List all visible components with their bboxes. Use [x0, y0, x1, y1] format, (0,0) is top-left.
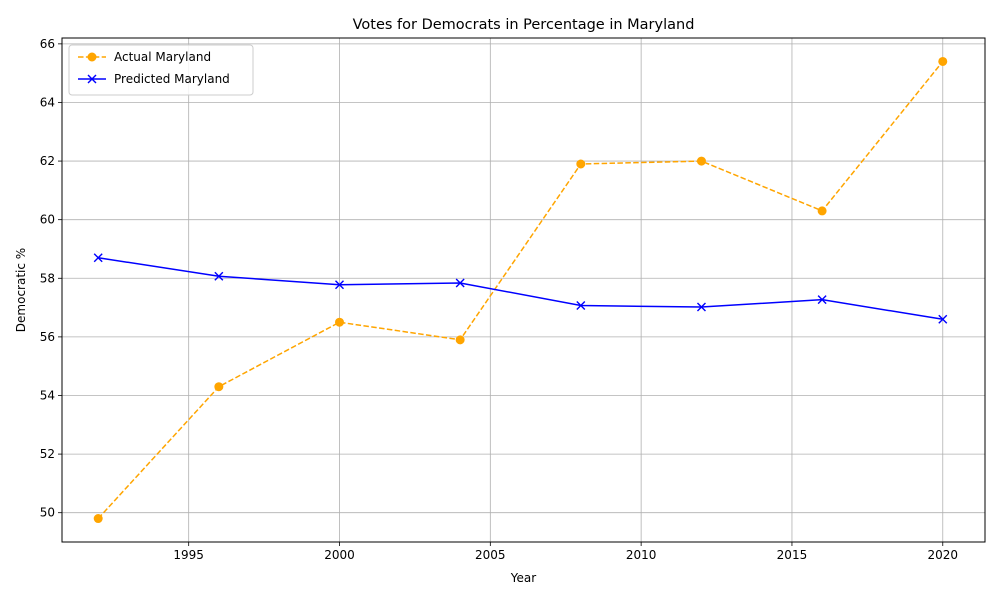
series-layer [93, 56, 948, 524]
y-tick-label: 58 [40, 271, 55, 285]
series-predicted-maryland [93, 253, 948, 324]
y-tick-label: 60 [40, 213, 55, 227]
x-tick-label: 2010 [626, 548, 657, 562]
x-tick-label: 2000 [324, 548, 355, 562]
data-point-predicted-maryland [696, 302, 706, 312]
marker-stroke [93, 253, 103, 263]
series-line-predicted-maryland [98, 257, 943, 321]
data-point-predicted-maryland [335, 280, 344, 290]
data-point-actual-maryland [214, 382, 224, 392]
legend-marker [87, 74, 97, 84]
legend: Actual Maryland Predicted Maryland [68, 44, 254, 96]
data-point-predicted-maryland [93, 253, 103, 263]
x-axis-title: Year [510, 571, 536, 585]
legend-entry-actual-maryland: Actual Maryland [78, 50, 211, 64]
data-point-actual-maryland [817, 206, 827, 216]
legend-label: Actual Maryland [114, 50, 211, 64]
data-point-actual-maryland [335, 317, 345, 327]
legend-entry-predicted-maryland: Predicted Maryland [78, 72, 230, 86]
x-tick-label: 2015 [777, 548, 808, 562]
legend-box [68, 44, 254, 96]
marker-stroke [576, 301, 586, 311]
data-point-predicted-maryland [817, 295, 827, 305]
legend-marker [87, 52, 97, 62]
data-point-actual-maryland [455, 335, 465, 345]
marker-stroke [87, 74, 97, 84]
data-point-actual-maryland [696, 156, 706, 166]
marker-stroke [335, 280, 344, 290]
y-axis-title: Democratic % [14, 248, 28, 332]
y-tick-label: 54 [40, 388, 55, 402]
marker-stroke [455, 278, 465, 288]
data-point-predicted-maryland [214, 271, 224, 281]
data-point-predicted-maryland [455, 278, 465, 288]
series-actual-maryland [93, 56, 948, 524]
plot-frame [61, 37, 986, 543]
x-tick-label: 2020 [927, 548, 958, 562]
x-tick-label: 2005 [475, 548, 506, 562]
legend-label: Predicted Maryland [114, 72, 230, 86]
data-point-actual-maryland [93, 514, 103, 524]
y-tick-label: 50 [40, 506, 55, 520]
marker-stroke [817, 295, 827, 305]
y-tick-label: 56 [40, 330, 55, 344]
y-tick-label: 66 [40, 37, 55, 51]
marker-stroke [214, 271, 224, 281]
data-point-actual-maryland [576, 159, 586, 169]
data-point-actual-maryland [938, 56, 948, 66]
marker-stroke [938, 314, 948, 324]
x-tick-label: 1995 [173, 548, 204, 562]
plot-area [62, 38, 985, 542]
series-line-actual-maryland [97, 60, 944, 520]
y-tick-label: 64 [40, 95, 55, 109]
chart-title: Votes for Democrats in Percentage in Mar… [353, 17, 695, 33]
axis-ticks: 1995 2000 2005 2010 2015 2020 50 52 54 56 58 60 62 64… [40, 37, 958, 562]
y-tick-label: 52 [40, 447, 55, 461]
marker-stroke [696, 302, 706, 312]
data-point-predicted-maryland [938, 314, 948, 324]
y-tick-label: 62 [40, 154, 55, 168]
data-point-predicted-maryland [576, 301, 586, 311]
